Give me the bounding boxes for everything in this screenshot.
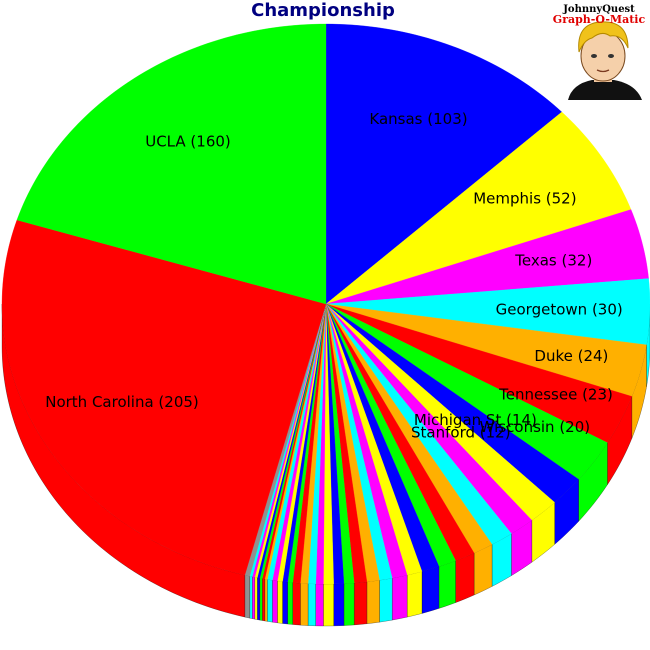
slice-kansas-label: Kansas (103) bbox=[369, 110, 467, 128]
slice-memphis-label: Memphis (52) bbox=[473, 190, 576, 208]
slice-small-22-side bbox=[272, 579, 278, 623]
slice-small-16-side bbox=[307, 583, 316, 626]
slice-small-28-side bbox=[254, 576, 258, 620]
logo-shirt-shape bbox=[568, 80, 642, 100]
slice-small-5-side bbox=[438, 560, 456, 609]
slice-small-11-side bbox=[354, 581, 368, 626]
slice-michigan-st-label: Michigan St (14) bbox=[414, 411, 537, 429]
slice-small-7-side bbox=[407, 571, 423, 618]
slice-small-4-side bbox=[455, 552, 475, 603]
slice-small-9-side bbox=[379, 577, 393, 623]
slice-small-17-side bbox=[300, 582, 309, 626]
logo-hair-shape bbox=[578, 21, 629, 53]
slice-small-10-side bbox=[366, 579, 380, 624]
slice-small-24-side bbox=[264, 578, 268, 622]
slice-tennessee-label: Tennessee (23) bbox=[498, 386, 613, 404]
slice-small-6-side bbox=[421, 566, 440, 614]
slice-small-20-side bbox=[282, 581, 288, 625]
slice-small-3-side bbox=[473, 544, 493, 596]
slice-small-13-side bbox=[333, 583, 345, 627]
slice-texas-label: Texas (32) bbox=[514, 252, 592, 270]
logo-text-graph-o-matic: Graph-O-Matic bbox=[553, 13, 646, 26]
slice-small-15-side bbox=[315, 583, 324, 627]
slice-small-19-side bbox=[287, 581, 293, 625]
slice-duke-label: Duke (24) bbox=[534, 347, 608, 365]
slice-duke bbox=[325, 303, 647, 397]
slice-small-25-side bbox=[262, 578, 265, 622]
slice-stanford-label: Stanford (12) bbox=[411, 424, 511, 442]
slice-north-carolina-label: North Carolina (205) bbox=[45, 393, 199, 411]
logo-mouth bbox=[596, 69, 610, 73]
logo-eye-left bbox=[591, 54, 597, 58]
slice-michigan-st bbox=[325, 303, 579, 503]
logo-eye-right bbox=[608, 54, 614, 58]
slice-north-carolina bbox=[1, 219, 327, 576]
slice-small-21-side bbox=[277, 580, 283, 624]
slice-small-30-side bbox=[249, 575, 253, 619]
slice-texas bbox=[325, 209, 649, 305]
johnnyquest-logo: JohnnyQuest Graph-O-Matic bbox=[553, 4, 646, 100]
slice-kansas bbox=[325, 23, 563, 305]
slice-small-27-side bbox=[257, 577, 260, 621]
slice-wisconsin-label: Wisconsin (20) bbox=[480, 418, 590, 436]
slice-tail-side bbox=[244, 574, 250, 619]
slice-small-18-side bbox=[292, 582, 301, 626]
slice-small-12-side bbox=[343, 582, 355, 626]
slice-small-23-side bbox=[267, 579, 273, 623]
slice-georgetown-label: Georgetown (30) bbox=[496, 301, 623, 319]
slice-small-14-side bbox=[323, 583, 334, 627]
slice-ucla-label: UCLA (160) bbox=[145, 133, 231, 151]
slice-memphis bbox=[325, 111, 632, 305]
slice-wisconsin bbox=[325, 303, 608, 480]
slice-stanford bbox=[325, 303, 555, 521]
slice-tennessee bbox=[325, 303, 633, 443]
slice-ucla bbox=[16, 23, 327, 305]
slice-small-29-side bbox=[252, 576, 255, 620]
slice-small-26-side bbox=[259, 577, 263, 621]
chart-title: Championship bbox=[251, 0, 395, 21]
slice-small-8-side bbox=[392, 574, 408, 621]
logo-text-johnnyquest: JohnnyQuest bbox=[562, 4, 635, 15]
